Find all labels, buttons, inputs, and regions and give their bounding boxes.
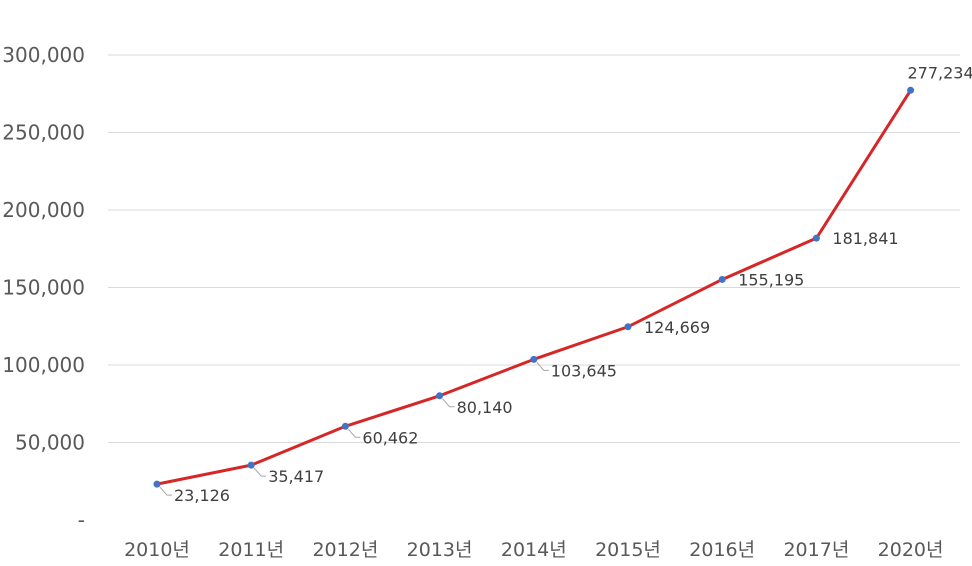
data-label-leader: [253, 467, 267, 477]
gridlines: [108, 54, 960, 443]
data-label: 23,126: [174, 486, 230, 505]
x-tick-label: 2010년: [124, 539, 190, 561]
y-tick-label: 300,000: [2, 43, 85, 67]
data-labels: 23,126 35,417 60,462 80,140 103,645 124,669 15…: [159, 63, 972, 505]
x-tick-label: 2016년: [689, 539, 755, 561]
data-point: [247, 461, 255, 469]
data-label: 103,645: [551, 361, 617, 380]
data-label: 155,195: [738, 270, 804, 289]
data-point: [624, 323, 632, 331]
data-label: 277,234: [908, 63, 972, 82]
data-label: 35,417: [268, 467, 324, 486]
x-tick-label: 2012년: [312, 539, 378, 561]
y-tick-label: 50,000: [15, 431, 85, 455]
x-tick-label: 2015년: [595, 539, 661, 561]
data-point: [436, 392, 444, 400]
data-label-leader: [348, 428, 361, 438]
data-point: [812, 234, 820, 242]
series-line: [153, 86, 915, 488]
x-tick-label: 2017년: [783, 539, 849, 561]
y-tick-label: -: [78, 508, 85, 532]
x-tick-label: 2014년: [501, 539, 567, 561]
x-tick-label: 2020년: [878, 539, 944, 561]
y-axis: - 50,000 100,000 150,000 200,000 250,000 300,0…: [2, 43, 85, 532]
x-tick-label: 2011년: [218, 539, 284, 561]
data-point: [907, 86, 915, 94]
data-label-leader: [159, 486, 172, 496]
data-label: 181,841: [832, 229, 898, 248]
data-point: [153, 480, 161, 488]
data-label: 124,669: [644, 318, 710, 337]
data-label: 80,140: [457, 398, 513, 417]
x-tick-label: 2013년: [407, 539, 473, 561]
data-label-leader: [536, 362, 549, 371]
data-label: 60,462: [362, 428, 418, 447]
x-axis: 2010년 2011년 2012년 2013년 2014년 2015년 2016년 2017년…: [124, 539, 943, 561]
y-tick-label: 200,000: [2, 198, 85, 222]
data-point: [718, 275, 726, 283]
data-point: [530, 355, 538, 363]
y-tick-label: 100,000: [2, 353, 85, 377]
data-label-leader: [442, 398, 455, 408]
y-tick-label: 150,000: [2, 276, 85, 300]
y-tick-label: 250,000: [2, 121, 85, 145]
data-point: [341, 422, 349, 430]
